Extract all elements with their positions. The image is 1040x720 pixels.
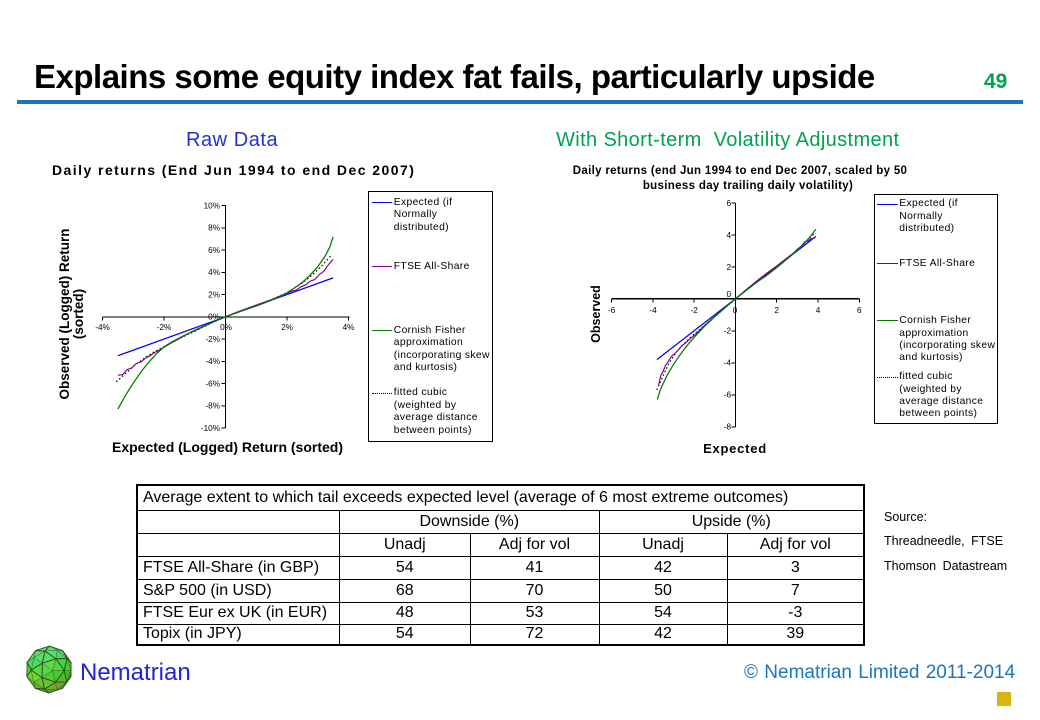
svg-text:2%: 2% bbox=[208, 290, 220, 299]
svg-text:2%: 2% bbox=[281, 323, 293, 332]
svg-text:-6: -6 bbox=[608, 306, 616, 315]
svg-text:-2: -2 bbox=[724, 327, 732, 336]
svg-text:4: 4 bbox=[726, 231, 731, 240]
svg-text:-2: -2 bbox=[691, 306, 699, 315]
svg-text:-10%: -10% bbox=[201, 424, 220, 433]
svg-text:0%: 0% bbox=[208, 313, 220, 322]
svg-text:-4%: -4% bbox=[205, 357, 220, 366]
svg-text:10%: 10% bbox=[204, 201, 220, 210]
svg-text:-4%: -4% bbox=[95, 323, 110, 332]
svg-text:-2%: -2% bbox=[157, 323, 172, 332]
svg-text:8%: 8% bbox=[208, 224, 220, 233]
svg-text:4: 4 bbox=[816, 306, 821, 315]
svg-text:-4: -4 bbox=[649, 306, 657, 315]
svg-text:0: 0 bbox=[733, 306, 738, 315]
svg-text:-6: -6 bbox=[724, 391, 732, 400]
svg-text:4%: 4% bbox=[208, 268, 220, 277]
svg-text:-4: -4 bbox=[724, 359, 732, 368]
svg-text:6: 6 bbox=[726, 199, 731, 208]
svg-text:0%: 0% bbox=[220, 323, 232, 332]
svg-text:0: 0 bbox=[726, 290, 731, 299]
svg-text:2: 2 bbox=[726, 263, 731, 272]
svg-text:6%: 6% bbox=[208, 246, 220, 255]
svg-text:4%: 4% bbox=[343, 323, 355, 332]
svg-text:-2%: -2% bbox=[205, 335, 220, 344]
svg-text:2: 2 bbox=[774, 306, 779, 315]
svg-text:-8%: -8% bbox=[205, 402, 220, 411]
svg-text:6: 6 bbox=[857, 306, 862, 315]
svg-text:-6%: -6% bbox=[205, 379, 220, 388]
svg-text:-8: -8 bbox=[724, 423, 732, 432]
